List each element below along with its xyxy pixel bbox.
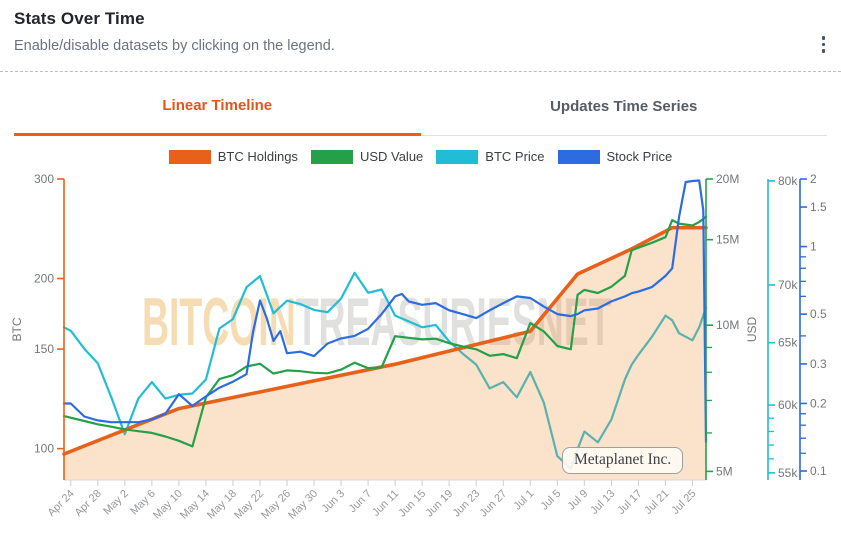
y-tick-label: 0.5 [810,307,827,321]
axis-price: 80k 70k 65k 60k 55k [767,174,798,480]
chart-area: BTC Holdings USD Value BTC Price Stock P… [0,136,841,539]
legend-label: BTC Holdings [217,149,298,164]
kebab-menu-icon[interactable] [818,32,830,57]
x-tick-label: Jul 25 [669,488,698,517]
panel-header: Stats Over Time Enable/disable datasets … [0,0,841,72]
x-tick-label: Apr 28 [72,488,103,519]
legend-item-btc-holdings[interactable]: BTC Holdings [168,149,298,164]
tab-linear-timeline[interactable]: Linear Timeline [14,72,421,136]
btc-price-swatch-icon [436,149,479,164]
x-tick-label: May 10 [151,488,185,522]
y-tick-label: 10M [716,318,739,332]
x-tick-label: May 26 [259,488,293,522]
legend-label: BTC Price [485,149,545,164]
x-tick-label: May 2 [101,488,131,518]
x-tick-label: Jul 17 [615,488,644,517]
y-tick-label: 2 [810,172,817,186]
tab-updates-time-series[interactable]: Updates Time Series [420,72,827,136]
x-tick-label: Jun 3 [320,488,348,516]
axis-btc: 300 200 150 100 BTC [10,172,65,480]
y-tick-label: 1 [810,240,817,254]
x-tick-label: Jun 27 [478,488,510,520]
x-tick-label: Jul 5 [539,488,564,513]
x-tick-label: Jul 1 [511,488,536,513]
x-tick-label: Jun 11 [370,488,401,519]
tab-bar: Linear Timeline Updates Time Series [14,72,827,136]
stock-price-swatch-icon [557,149,600,164]
y-tick-label: 80k [778,174,798,188]
axis-stock: 2 1.5 1 0.5 0.3 0.2 0.1 [799,172,827,480]
x-tick-label: Jun 15 [396,488,428,520]
x-tick-label: May 14 [178,488,212,522]
y-tick-label: 70k [778,278,798,292]
series-line-usd-value [62,215,708,448]
y-tick-label: 0.1 [810,464,827,478]
x-tick-label: May 22 [232,488,266,522]
axis-usd: 20M 15M 10M 5M USD [705,172,759,480]
y-tick-label: 300 [34,172,54,186]
series-line-stock-price [62,179,708,443]
series-line-btc-holdings [62,225,708,456]
y-tick-label: 1.5 [810,200,827,214]
x-tick-label: May 30 [286,488,320,522]
page-title: Stats Over Time [14,9,145,28]
x-tick-label: Jul 13 [588,488,617,517]
y-tick-label: 65k [778,336,798,350]
y-tick-label: 100 [34,442,54,456]
legend-item-usd-value[interactable]: USD Value [310,149,424,164]
legend-item-btc-price[interactable]: BTC Price [436,149,545,164]
axis-title-usd: USD [745,317,759,343]
x-tick-label: Jun 19 [423,488,455,520]
company-annotation-badge: Metaplanet Inc. [562,447,684,474]
y-tick-label: 55k [778,466,798,480]
usd-value-swatch-icon [310,149,353,164]
axis-title-btc: BTC [10,317,24,341]
y-tick-label: 60k [778,398,798,412]
chart-legend: BTC Holdings USD Value BTC Price Stock P… [0,149,841,164]
y-tick-label: 0.2 [810,396,827,410]
x-tick-label: Jun 23 [451,488,483,520]
area-fill-btc-holdings [64,227,706,480]
btc-holdings-swatch-icon [168,149,211,164]
series-line-btc-price [62,271,708,470]
y-tick-label: 200 [34,272,54,286]
y-tick-label: 20M [716,172,739,186]
x-tick-label: May 18 [205,488,239,522]
legend-label: USD Value [359,149,424,164]
y-tick-label: 0.3 [810,357,827,371]
x-tick-label: Jul 21 [642,488,671,517]
legend-item-stock-price[interactable]: Stock Price [557,149,673,164]
y-tick-label: 5M [716,464,733,478]
x-tick-label: Jul 9 [566,488,591,513]
x-tick-label: Apr 24 [45,488,76,519]
y-tick-label: 150 [34,342,54,356]
legend-label: Stock Price [606,149,673,164]
y-tick-label: 15M [716,233,739,247]
page-subtitle: Enable/disable datasets by clicking on t… [14,38,335,54]
